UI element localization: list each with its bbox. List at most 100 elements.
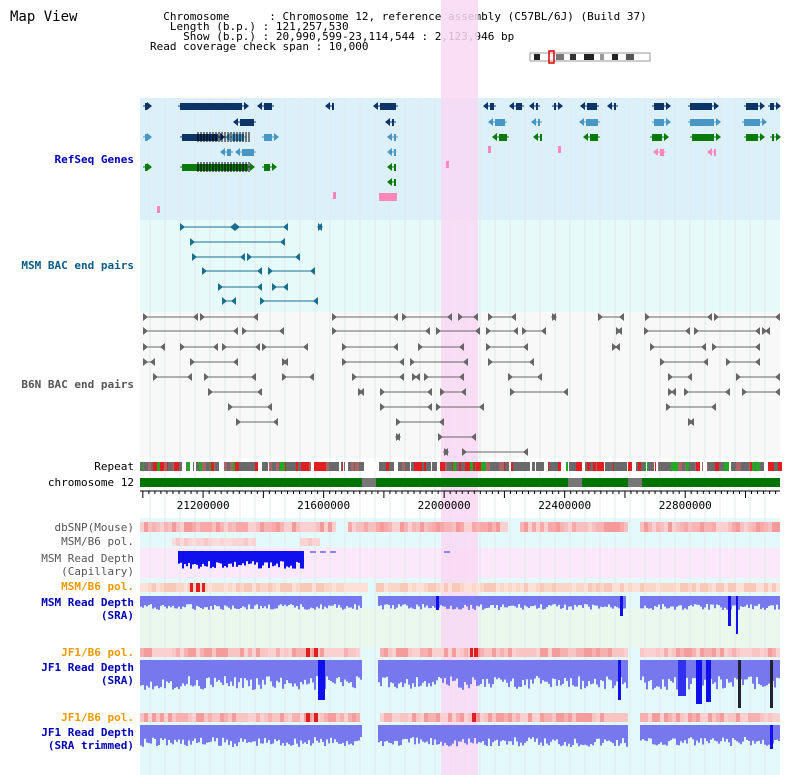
depth-bar <box>656 725 658 746</box>
depth-bar <box>452 725 454 744</box>
depth-bar <box>658 725 660 745</box>
snp-density-cell <box>444 648 448 657</box>
depth-bar <box>286 596 288 607</box>
depth-bar <box>640 660 642 681</box>
snp-density-cell <box>420 522 424 532</box>
snp-density-cell <box>192 583 196 592</box>
depth-bar <box>532 596 534 607</box>
snp-density-cell <box>544 583 548 592</box>
snp-density-cell <box>312 522 316 532</box>
snp-density-cell <box>676 522 680 532</box>
depth-bar <box>702 725 704 745</box>
depth-bar <box>748 660 750 677</box>
depth-bar <box>240 551 242 566</box>
repeat-feature <box>345 462 348 471</box>
depth-bar <box>546 660 548 682</box>
snp-density-cell <box>728 713 732 722</box>
depth-bar <box>148 660 150 688</box>
snp-density-cell <box>176 648 180 657</box>
depth-bar <box>318 725 320 743</box>
snp-density-cell <box>380 522 384 532</box>
depth-bar <box>164 596 166 607</box>
depth-bar <box>224 725 226 743</box>
depth-bar <box>590 596 592 610</box>
bac-pair <box>742 388 780 396</box>
repeat-feature <box>276 462 279 471</box>
snp-density-cell <box>544 522 548 532</box>
snp-density-cell <box>148 583 152 592</box>
depth-bar <box>664 596 666 607</box>
depth-bar <box>764 596 766 610</box>
depth-bar <box>382 725 384 747</box>
depth-bar <box>354 660 356 689</box>
depth-bar <box>690 725 692 738</box>
gene-feature <box>533 133 542 141</box>
refseq-genes-track[interactable] <box>143 102 781 213</box>
depth-bar <box>394 660 396 687</box>
snp-density-cell <box>588 648 592 657</box>
gene-feature <box>653 148 666 156</box>
snp-density-cell <box>644 522 648 532</box>
repeat-feature <box>659 462 661 471</box>
depth-bar <box>228 660 230 687</box>
repeat-feature <box>418 462 422 471</box>
b6n-bac-track[interactable] <box>143 313 780 456</box>
depth-bar <box>286 551 288 567</box>
snp-density-cell <box>188 713 192 722</box>
repeat-feature <box>585 462 587 471</box>
gene-feature <box>373 102 398 110</box>
repeat-feature <box>756 462 760 471</box>
repeat-feature <box>151 462 153 471</box>
msm-bac-track[interactable] <box>180 223 323 305</box>
bac-pair <box>247 253 300 261</box>
snp-density-cell <box>596 648 600 657</box>
repeat-track <box>140 462 782 471</box>
depth-bar <box>396 596 398 608</box>
depth-bar <box>324 596 326 607</box>
repeat-feature <box>461 462 462 471</box>
repeat-feature <box>227 462 230 471</box>
repeat-feature <box>744 462 747 471</box>
depth-bar <box>568 596 570 607</box>
depth-bar <box>428 660 430 684</box>
depth-bar <box>388 725 390 743</box>
snp-density-cell <box>144 583 148 592</box>
depth-bar <box>614 725 616 746</box>
depth-bar <box>670 660 672 681</box>
snp-density-cell <box>260 648 264 657</box>
depth-bar <box>548 660 550 684</box>
depth-bar <box>360 596 362 608</box>
jf1-trimmed-label-2: (SRA trimmed) <box>47 739 134 752</box>
snp-density-cell <box>500 648 504 657</box>
depth-bar <box>538 596 540 608</box>
snp-density-cell <box>704 648 708 657</box>
depth-bar <box>278 551 280 568</box>
depth-bar <box>756 596 758 606</box>
snp-density-cell <box>692 648 696 657</box>
depth-bar <box>588 596 590 607</box>
gene-feature <box>257 102 274 110</box>
depth-bar <box>488 660 490 684</box>
gene-feature <box>446 161 449 168</box>
depth-bar <box>222 725 224 738</box>
axis-tick-label: 22000000 <box>418 499 471 512</box>
depth-bar <box>264 596 266 607</box>
depth-bar <box>592 660 594 684</box>
repeat-feature <box>359 462 364 471</box>
bac-pair <box>352 373 404 381</box>
depth-bar <box>206 551 208 567</box>
repeat-feature <box>344 462 345 471</box>
depth-bar <box>626 660 628 689</box>
repeat-feature <box>309 462 311 471</box>
snp-density-cell <box>328 583 332 592</box>
depth-bar <box>668 660 670 680</box>
snp-density-cell <box>202 583 205 592</box>
depth-bar <box>230 596 232 610</box>
depth-spike <box>436 596 439 610</box>
snp-density-cell <box>432 583 436 592</box>
depth-bar <box>640 725 642 741</box>
depth-bar <box>642 725 644 740</box>
depth-bar <box>182 596 184 607</box>
depth-bar <box>608 725 610 741</box>
